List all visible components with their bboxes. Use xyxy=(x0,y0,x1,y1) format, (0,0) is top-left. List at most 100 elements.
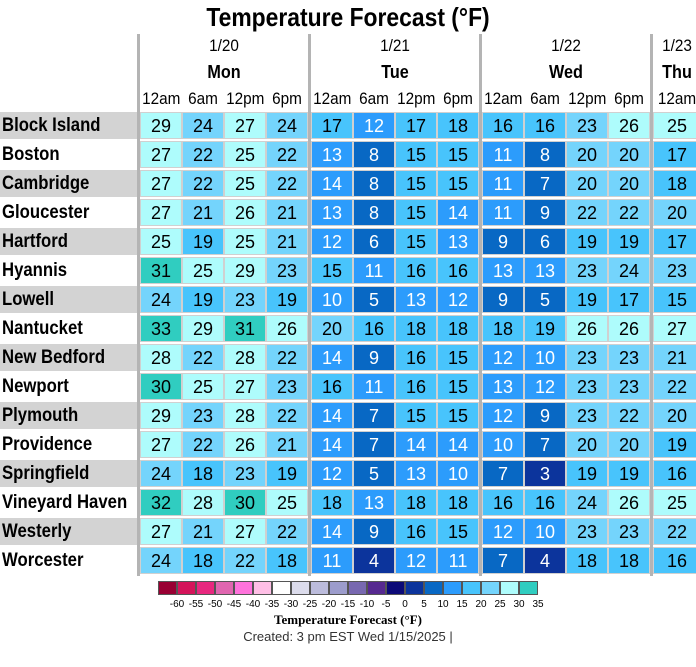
temperature-cell: 12 xyxy=(482,402,524,429)
temperature-cell: 20 xyxy=(608,141,650,168)
temperature-cell: 27 xyxy=(224,373,266,400)
temperature-cell: 26 xyxy=(608,112,650,139)
temperature-cell: 10 xyxy=(437,460,479,487)
hour-label: 6am xyxy=(530,89,560,108)
temperature-cell: 12 xyxy=(311,228,353,255)
temperature-cell: 20 xyxy=(566,170,608,197)
location-name: Hyannis xyxy=(2,260,68,281)
temperature-cell: 3 xyxy=(524,460,566,487)
temperature-cell: 25 xyxy=(182,373,224,400)
legend-swatch xyxy=(291,581,310,595)
hour-label: 12pm xyxy=(226,89,265,108)
temperature-cell: 14 xyxy=(437,431,479,458)
temperature-cell: 15 xyxy=(437,141,479,168)
created-timestamp: Created: 3 pm EST Wed 1/15/2025 | xyxy=(243,629,453,644)
day-separator xyxy=(308,34,311,576)
location-name: Cambridge xyxy=(2,173,90,194)
temperature-cell: 16 xyxy=(524,112,566,139)
temperature-cell: 21 xyxy=(266,199,308,226)
temperature-cell: 10 xyxy=(311,286,353,313)
temperature-cell: 30 xyxy=(224,489,266,516)
location-name: Plymouth xyxy=(2,405,79,426)
hour-label: 12am xyxy=(657,89,696,108)
temperature-cell: 20 xyxy=(566,141,608,168)
temperature-cell: 23 xyxy=(608,518,650,545)
temperature-cell: 23 xyxy=(266,257,308,284)
temperature-cell: 19 xyxy=(524,315,566,342)
temperature-cell: 13 xyxy=(311,199,353,226)
temperature-cell: 9 xyxy=(353,344,395,371)
temperature-cell: 17 xyxy=(311,112,353,139)
temperature-cell: 27 xyxy=(653,315,696,342)
row-label: Newport xyxy=(0,373,137,400)
temperature-cell: 15 xyxy=(395,141,437,168)
temperature-cell: 15 xyxy=(311,257,353,284)
temperature-cell: 13 xyxy=(311,141,353,168)
temperature-cell: 15 xyxy=(653,286,696,313)
legend-tick-label: -20 xyxy=(321,599,337,610)
temperature-cell: 12 xyxy=(482,344,524,371)
chart-title: Temperature Forecast (°F) xyxy=(206,2,490,32)
legend-tick-label: -35 xyxy=(264,599,280,610)
temperature-cell: 18 xyxy=(182,547,224,574)
temperature-cell: 18 xyxy=(437,315,479,342)
temperature-cell: 21 xyxy=(266,228,308,255)
temperature-cell: 18 xyxy=(653,170,696,197)
location-name: Hartford xyxy=(2,231,68,252)
temperature-cell: 21 xyxy=(653,344,696,371)
temperature-cell: 26 xyxy=(608,315,650,342)
temperature-cell: 23 xyxy=(566,257,608,284)
location-name: Providence xyxy=(2,434,93,455)
legend-tick-label: -30 xyxy=(283,599,299,610)
legend-swatch xyxy=(481,581,500,595)
row-label: Providence xyxy=(0,431,137,458)
legend-swatch xyxy=(215,581,234,595)
temperature-cell: 25 xyxy=(182,257,224,284)
temperature-cell: 25 xyxy=(653,489,696,516)
legend-tick-label: 25 xyxy=(494,599,506,610)
temperature-cell: 23 xyxy=(608,373,650,400)
temperature-cell: 12 xyxy=(524,373,566,400)
temperature-cell: 15 xyxy=(437,170,479,197)
location-name: Vineyard Haven xyxy=(2,492,128,513)
temperature-cell: 17 xyxy=(653,228,696,255)
temperature-cell: 12 xyxy=(437,286,479,313)
temperature-cell: 20 xyxy=(653,199,696,226)
temperature-cell: 18 xyxy=(608,547,650,574)
temperature-cell: 26 xyxy=(608,489,650,516)
temperature-cell: 15 xyxy=(395,199,437,226)
row-label: Springfield xyxy=(0,460,137,487)
legend-tick-label: 5 xyxy=(421,599,427,610)
temperature-cell: 9 xyxy=(482,286,524,313)
location-name: Westerly xyxy=(2,521,72,542)
temperature-cell: 13 xyxy=(353,489,395,516)
temperature-cell: 22 xyxy=(266,518,308,545)
temperature-cell: 31 xyxy=(140,257,182,284)
temperature-cell: 22 xyxy=(182,170,224,197)
temperature-cell: 6 xyxy=(524,228,566,255)
legend-swatch xyxy=(272,581,291,595)
temperature-cell: 29 xyxy=(140,112,182,139)
temperature-cell: 18 xyxy=(566,547,608,574)
temperature-cell: 23 xyxy=(182,402,224,429)
location-name: Worcester xyxy=(2,550,84,571)
temperature-cell: 22 xyxy=(224,547,266,574)
temperature-cell: 18 xyxy=(482,315,524,342)
temperature-cell: 28 xyxy=(224,402,266,429)
temperature-cell: 27 xyxy=(140,431,182,458)
temperature-cell: 8 xyxy=(353,170,395,197)
row-label: Cambridge xyxy=(0,170,137,197)
legend-tick-label: 15 xyxy=(456,599,468,610)
temperature-cell: 22 xyxy=(566,199,608,226)
legend-swatch xyxy=(500,581,519,595)
temperature-cell: 24 xyxy=(140,286,182,313)
temperature-cell: 21 xyxy=(182,518,224,545)
day-label: Wed xyxy=(549,62,583,82)
location-name: Springfield xyxy=(2,463,90,484)
temperature-cell: 24 xyxy=(608,257,650,284)
temperature-cell: 8 xyxy=(524,141,566,168)
temperature-cell: 19 xyxy=(608,460,650,487)
temperature-cell: 16 xyxy=(482,489,524,516)
temperature-cell: 11 xyxy=(437,547,479,574)
temperature-cell: 24 xyxy=(266,112,308,139)
